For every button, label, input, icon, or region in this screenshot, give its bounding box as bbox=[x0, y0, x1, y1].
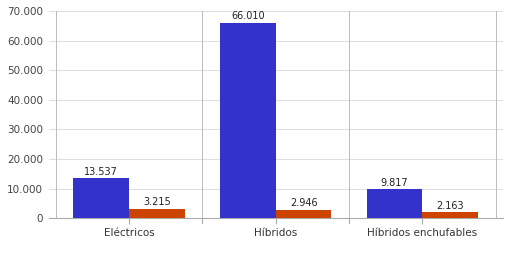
Bar bbox=[129, 209, 184, 218]
Bar bbox=[73, 178, 129, 218]
Text: 2.946: 2.946 bbox=[289, 198, 317, 208]
Bar bbox=[421, 212, 477, 218]
Text: 3.215: 3.215 bbox=[143, 197, 171, 207]
Bar bbox=[275, 210, 331, 218]
Text: 13.537: 13.537 bbox=[84, 167, 118, 177]
Text: 2.163: 2.163 bbox=[436, 200, 463, 211]
Text: 66.010: 66.010 bbox=[231, 11, 264, 21]
Text: 9.817: 9.817 bbox=[380, 178, 408, 188]
Bar bbox=[219, 23, 275, 218]
Bar bbox=[366, 189, 421, 218]
